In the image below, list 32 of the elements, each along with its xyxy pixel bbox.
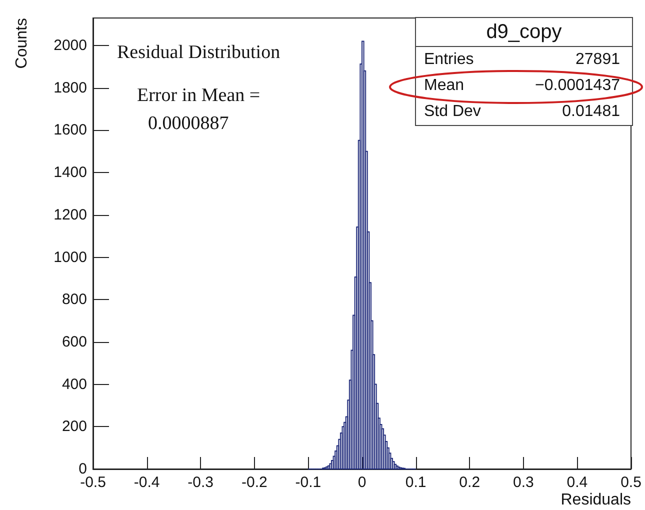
annotation: d9_copy bbox=[416, 18, 632, 47]
x-tick-label: -0.2 bbox=[241, 474, 268, 491]
annotation: Error in Mean = bbox=[137, 85, 260, 107]
x-tick-label: 0.2 bbox=[459, 474, 480, 491]
x-tick-label: -0.1 bbox=[295, 474, 322, 491]
y-tick-label: 400 bbox=[62, 376, 87, 393]
x-tick-label: 0.1 bbox=[405, 474, 426, 491]
annotation: Std Dev bbox=[424, 102, 481, 122]
y-tick-label: 1200 bbox=[54, 206, 87, 224]
y-tick-label: 600 bbox=[62, 333, 87, 350]
y-tick-label: 2000 bbox=[54, 37, 87, 54]
annotation: 27891 bbox=[576, 50, 620, 70]
x-tick-label: 0.5 bbox=[620, 474, 642, 491]
y-axis-title: Counts bbox=[14, 18, 30, 69]
x-tick-label: -0.4 bbox=[134, 474, 160, 491]
annotation: 0.01481 bbox=[562, 102, 620, 122]
y-tick-label: 1800 bbox=[54, 79, 87, 96]
y-tick-label: 200 bbox=[62, 418, 87, 436]
x-tick-label: -0.3 bbox=[188, 474, 214, 491]
annotation: 0.0000887 bbox=[148, 113, 229, 135]
x-axis-title: Residuals bbox=[560, 492, 632, 508]
y-tick-label: 1400 bbox=[54, 164, 87, 182]
y-tick-label: 1000 bbox=[54, 248, 87, 266]
x-tick-label: 0.3 bbox=[512, 474, 534, 491]
x-tick-label: 0 bbox=[358, 474, 366, 491]
x-tick-label: 0.4 bbox=[566, 474, 588, 491]
annotation: Entries bbox=[424, 50, 474, 70]
y-tick-label: 800 bbox=[62, 291, 87, 308]
annotation: −0.0001437 bbox=[535, 76, 620, 96]
annotation: Residual Distribution bbox=[117, 42, 280, 64]
y-tick-label: 1600 bbox=[54, 122, 87, 139]
annotation: Mean bbox=[424, 76, 464, 96]
